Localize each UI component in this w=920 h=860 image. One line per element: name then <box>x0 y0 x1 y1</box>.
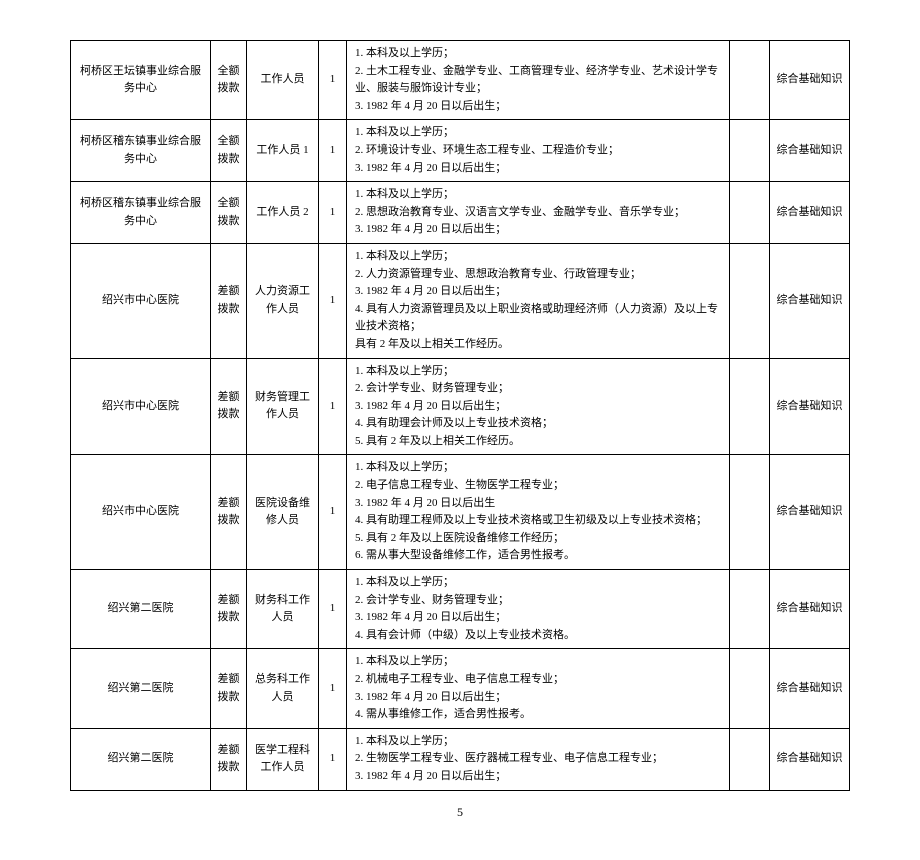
cell-requirements: 1. 本科及以上学历；2. 土木工程专业、金融学专业、工商管理专业、经济学专业、… <box>347 41 730 120</box>
cell-position: 财务管理工作人员 <box>247 358 319 455</box>
cell-fund: 差额拨款 <box>211 570 247 649</box>
cell-empty <box>730 728 770 790</box>
cell-requirements: 1. 本科及以上学历；2. 环境设计专业、环境生态工程专业、工程造价专业；3. … <box>347 120 730 182</box>
cell-org: 绍兴第二医院 <box>71 649 211 728</box>
cell-requirements: 1. 本科及以上学历；2. 机械电子工程专业、电子信息工程专业；3. 1982 … <box>347 649 730 728</box>
table-row: 绍兴第二医院差额拨款财务科工作人员11. 本科及以上学历；2. 会计学专业、财务… <box>71 570 850 649</box>
cell-fund: 差额拨款 <box>211 358 247 455</box>
table-row: 绍兴市中心医院差额拨款人力资源工作人员11. 本科及以上学历；2. 人力资源管理… <box>71 243 850 358</box>
cell-count: 1 <box>319 455 347 570</box>
cell-position: 工作人员 2 <box>247 182 319 244</box>
table-row: 绍兴市中心医院差额拨款财务管理工作人员11. 本科及以上学历；2. 会计学专业、… <box>71 358 850 455</box>
cell-count: 1 <box>319 41 347 120</box>
cell-count: 1 <box>319 570 347 649</box>
cell-position: 工作人员 <box>247 41 319 120</box>
cell-requirements: 1. 本科及以上学历；2. 电子信息工程专业、生物医学工程专业；3. 1982 … <box>347 455 730 570</box>
cell-empty <box>730 243 770 358</box>
cell-requirements: 1. 本科及以上学历；2. 会计学专业、财务管理专业；3. 1982 年 4 月… <box>347 358 730 455</box>
cell-org: 柯桥区稽东镇事业综合服务中心 <box>71 182 211 244</box>
cell-fund: 差额拨款 <box>211 455 247 570</box>
cell-position: 总务科工作人员 <box>247 649 319 728</box>
cell-exam: 综合基础知识 <box>770 728 850 790</box>
table-row: 柯桥区王坛镇事业综合服务中心全额拨款工作人员11. 本科及以上学历；2. 土木工… <box>71 41 850 120</box>
cell-fund: 差额拨款 <box>211 728 247 790</box>
cell-fund: 全额拨款 <box>211 41 247 120</box>
cell-empty <box>730 120 770 182</box>
cell-empty <box>730 358 770 455</box>
cell-exam: 综合基础知识 <box>770 358 850 455</box>
cell-fund: 全额拨款 <box>211 182 247 244</box>
table-row: 柯桥区稽东镇事业综合服务中心全额拨款工作人员 111. 本科及以上学历；2. 环… <box>71 120 850 182</box>
cell-requirements: 1. 本科及以上学历；2. 人力资源管理专业、思想政治教育专业、行政管理专业；3… <box>347 243 730 358</box>
cell-count: 1 <box>319 649 347 728</box>
cell-count: 1 <box>319 243 347 358</box>
cell-count: 1 <box>319 120 347 182</box>
cell-empty <box>730 570 770 649</box>
table-row: 绍兴第二医院差额拨款总务科工作人员11. 本科及以上学历；2. 机械电子工程专业… <box>71 649 850 728</box>
page-number: 5 <box>70 805 850 820</box>
cell-org: 绍兴第二医院 <box>71 728 211 790</box>
cell-empty <box>730 41 770 120</box>
cell-org: 绍兴市中心医院 <box>71 455 211 570</box>
cell-org: 绍兴市中心医院 <box>71 243 211 358</box>
cell-position: 人力资源工作人员 <box>247 243 319 358</box>
cell-position: 工作人员 1 <box>247 120 319 182</box>
cell-requirements: 1. 本科及以上学历；2. 会计学专业、财务管理专业；3. 1982 年 4 月… <box>347 570 730 649</box>
cell-org: 柯桥区王坛镇事业综合服务中心 <box>71 41 211 120</box>
table-row: 绍兴第二医院差额拨款医学工程科工作人员11. 本科及以上学历；2. 生物医学工程… <box>71 728 850 790</box>
cell-exam: 综合基础知识 <box>770 455 850 570</box>
cell-empty <box>730 649 770 728</box>
cell-org: 绍兴市中心医院 <box>71 358 211 455</box>
cell-requirements: 1. 本科及以上学历；2. 思想政治教育专业、汉语言文学专业、金融学专业、音乐学… <box>347 182 730 244</box>
cell-exam: 综合基础知识 <box>770 182 850 244</box>
cell-exam: 综合基础知识 <box>770 243 850 358</box>
cell-fund: 差额拨款 <box>211 649 247 728</box>
cell-exam: 综合基础知识 <box>770 570 850 649</box>
table-row: 柯桥区稽东镇事业综合服务中心全额拨款工作人员 211. 本科及以上学历；2. 思… <box>71 182 850 244</box>
cell-fund: 差额拨款 <box>211 243 247 358</box>
cell-exam: 综合基础知识 <box>770 120 850 182</box>
table-row: 绍兴市中心医院差额拨款医院设备维修人员11. 本科及以上学历；2. 电子信息工程… <box>71 455 850 570</box>
cell-position: 医院设备维修人员 <box>247 455 319 570</box>
cell-count: 1 <box>319 182 347 244</box>
cell-org: 绍兴第二医院 <box>71 570 211 649</box>
cell-count: 1 <box>319 728 347 790</box>
cell-org: 柯桥区稽东镇事业综合服务中心 <box>71 120 211 182</box>
cell-empty <box>730 455 770 570</box>
recruitment-table: 柯桥区王坛镇事业综合服务中心全额拨款工作人员11. 本科及以上学历；2. 土木工… <box>70 40 850 791</box>
cell-fund: 全额拨款 <box>211 120 247 182</box>
cell-position: 医学工程科工作人员 <box>247 728 319 790</box>
cell-empty <box>730 182 770 244</box>
cell-exam: 综合基础知识 <box>770 649 850 728</box>
cell-count: 1 <box>319 358 347 455</box>
cell-requirements: 1. 本科及以上学历；2. 生物医学工程专业、医疗器械工程专业、电子信息工程专业… <box>347 728 730 790</box>
cell-exam: 综合基础知识 <box>770 41 850 120</box>
cell-position: 财务科工作人员 <box>247 570 319 649</box>
